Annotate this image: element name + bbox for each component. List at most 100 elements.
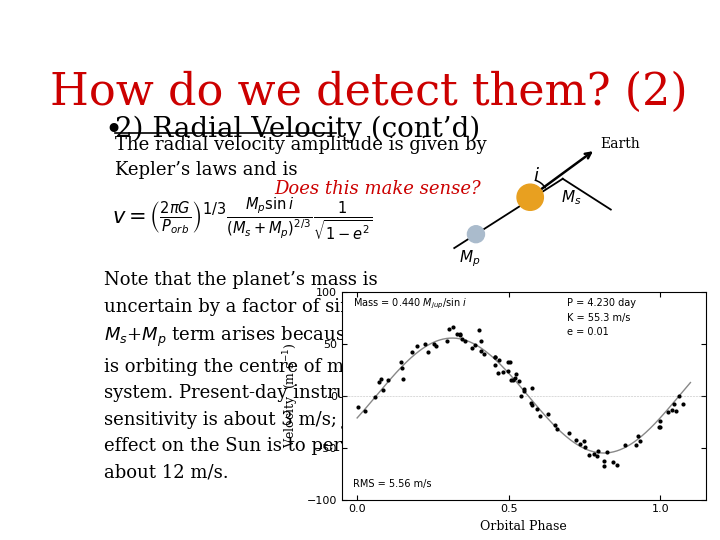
- Point: [570, 436, 582, 445]
- Point: [395, 358, 407, 367]
- Point: [420, 339, 431, 348]
- Point: [577, 437, 589, 445]
- Point: [662, 407, 673, 416]
- Point: [508, 376, 519, 384]
- Point: [475, 346, 487, 355]
- Point: [456, 335, 467, 343]
- Point: [579, 442, 590, 451]
- Point: [369, 393, 381, 401]
- Text: From Lissauer and Depater,: From Lissauer and Depater,: [360, 444, 600, 461]
- Point: [526, 399, 537, 407]
- Point: [503, 367, 514, 376]
- Text: Planetary Sciences: Planetary Sciences: [480, 444, 640, 461]
- Point: [510, 370, 522, 379]
- Point: [563, 428, 575, 437]
- Point: [588, 450, 599, 459]
- Point: [518, 387, 530, 395]
- Point: [498, 367, 509, 376]
- Point: [552, 424, 563, 433]
- Point: [454, 330, 466, 339]
- Text: •: •: [104, 116, 122, 147]
- Y-axis label: Velocity  (m s$^{-1}$): Velocity (m s$^{-1}$): [282, 343, 301, 448]
- Point: [407, 348, 418, 356]
- Point: [542, 410, 554, 418]
- Text: 2) Radial Velocity (cont’d): 2) Radial Velocity (cont’d): [114, 116, 480, 143]
- Point: [505, 375, 517, 384]
- Point: [360, 406, 372, 415]
- Point: [598, 462, 610, 471]
- Point: [412, 342, 423, 350]
- Point: [466, 343, 477, 352]
- Point: [447, 322, 459, 331]
- Point: [441, 336, 452, 345]
- Point: [591, 452, 603, 461]
- Text: RMS = 5.56 m/s: RMS = 5.56 m/s: [353, 479, 431, 489]
- Point: [423, 347, 434, 356]
- Text: $M_p$: $M_p$: [459, 248, 480, 269]
- Point: [492, 368, 504, 377]
- Point: [673, 392, 685, 401]
- Point: [608, 457, 619, 466]
- Point: [444, 325, 455, 333]
- Text: P = 4.230 day: P = 4.230 day: [567, 298, 636, 308]
- Point: [428, 339, 440, 348]
- Text: K = 55.3 m/s: K = 55.3 m/s: [567, 313, 631, 323]
- Point: [377, 386, 388, 394]
- Text: $v = \left(\frac{2\pi G}{P_{orb}}\right)^{1/3}\frac{M_p \sin i}{(M_s + M_p)^{2/3: $v = \left(\frac{2\pi G}{P_{orb}}\right)…: [112, 195, 372, 243]
- Text: $i$: $i$: [533, 167, 540, 185]
- Point: [352, 402, 364, 411]
- Point: [474, 337, 486, 346]
- Point: [593, 447, 604, 455]
- Point: [619, 441, 631, 449]
- Text: How do we detect them? (2): How do we detect them? (2): [50, 71, 688, 114]
- Point: [396, 364, 408, 373]
- Point: [397, 374, 408, 383]
- Point: [490, 353, 501, 361]
- Point: [670, 407, 681, 416]
- Circle shape: [517, 184, 544, 210]
- Point: [430, 341, 441, 350]
- Text: Earth: Earth: [600, 137, 639, 151]
- Text: e = 0.01: e = 0.01: [567, 327, 609, 338]
- Point: [502, 357, 513, 366]
- Point: [631, 441, 642, 450]
- Point: [473, 326, 485, 335]
- Point: [459, 336, 471, 345]
- Text: $M_s$: $M_s$: [561, 188, 582, 207]
- Point: [575, 440, 586, 448]
- Text: Does this make sense?: Does this make sense?: [274, 180, 481, 198]
- Point: [598, 456, 610, 465]
- Point: [634, 437, 646, 445]
- Point: [513, 376, 525, 385]
- Text: Note that the planet’s mass is
uncertain by a factor of sin i. The
$M_s$+$M_p$ t: Note that the planet’s mass is uncertain…: [104, 271, 434, 482]
- Point: [489, 361, 500, 370]
- Point: [374, 377, 385, 386]
- Point: [583, 450, 595, 459]
- Point: [375, 375, 387, 383]
- Point: [678, 400, 689, 409]
- Point: [490, 353, 501, 361]
- Point: [469, 340, 480, 349]
- Point: [611, 461, 623, 469]
- Point: [531, 404, 542, 413]
- Point: [667, 406, 678, 415]
- Point: [601, 448, 613, 456]
- Text: Mass = 0.440 $M_{jup}$/sin $i$: Mass = 0.440 $M_{jup}$/sin $i$: [353, 296, 467, 311]
- Point: [515, 392, 526, 400]
- Text: The radial velocity amplitude is given by
Kepler’s laws and is: The radial velocity amplitude is given b…: [114, 137, 487, 179]
- Point: [509, 373, 521, 382]
- Point: [632, 431, 644, 440]
- Point: [478, 349, 490, 358]
- Point: [654, 423, 666, 431]
- Point: [382, 375, 394, 384]
- X-axis label: Orbital Phase: Orbital Phase: [480, 520, 567, 533]
- Circle shape: [467, 226, 485, 242]
- Point: [526, 383, 538, 392]
- Point: [654, 423, 665, 431]
- Text: , 2001: , 2001: [552, 444, 605, 461]
- Point: [518, 385, 529, 394]
- Point: [549, 421, 560, 429]
- Point: [505, 358, 516, 367]
- Point: [493, 355, 505, 364]
- Point: [654, 417, 666, 426]
